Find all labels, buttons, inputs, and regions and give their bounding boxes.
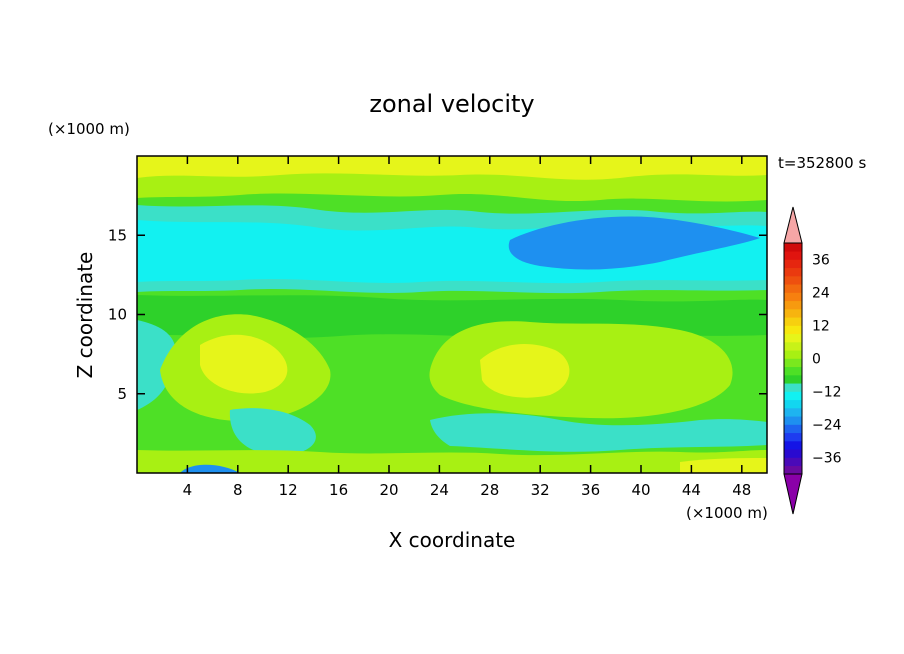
x-tick-label: 36	[581, 481, 600, 499]
colorbar-swatch	[784, 284, 802, 293]
colorbar-swatch	[784, 300, 802, 310]
contour-field	[137, 156, 767, 473]
colorbar-swatch	[784, 441, 802, 450]
x-unit-label: (×1000 m)	[686, 504, 768, 522]
colorbar-swatch	[784, 259, 802, 269]
colorbar-swatch	[784, 366, 802, 376]
field-bottom-band	[137, 450, 767, 473]
x-axis-title: X coordinate	[389, 528, 516, 552]
colorbar-tick-label: 36	[812, 253, 830, 269]
x-tick-label: 24	[430, 481, 449, 499]
time-label: t=352800 s	[778, 154, 866, 172]
colorbar-swatch	[784, 457, 802, 467]
field-lower-cyan-right	[430, 413, 767, 452]
colorbar-swatch	[784, 350, 802, 359]
colorbar-swatch	[784, 391, 802, 401]
colorbar-swatch	[784, 309, 802, 318]
field-right-yellow	[429, 321, 733, 419]
colorbar-swatch	[784, 292, 802, 302]
x-axis-ticks: 4 8 12 16 20 24 28 32 36 40 44 48	[183, 156, 751, 499]
y-unit-label: (×1000 m)	[48, 120, 130, 138]
y-axis-ticks: 5 10 15	[108, 226, 767, 403]
field-left-cyan	[137, 320, 176, 410]
field-lower-cyan-left	[229, 408, 316, 455]
colorbar-swatch	[784, 383, 802, 392]
colorbar-swatch	[784, 325, 802, 335]
field-left-yellow-core	[200, 334, 288, 394]
colorbar-swatch	[784, 333, 802, 343]
x-tick-label: 12	[279, 481, 298, 499]
x-tick-label: 44	[682, 481, 701, 499]
colorbar-swatch	[784, 432, 802, 442]
field-blue-blob	[508, 216, 760, 270]
field-bottom-blue	[180, 464, 240, 473]
colorbar-swatch	[784, 267, 802, 277]
y-axis-title: Z coordinate	[73, 252, 97, 379]
x-tick-label: 48	[732, 481, 751, 499]
colorbar-tick-label: 0	[812, 352, 821, 368]
colorbar-tick-label: 24	[812, 286, 830, 302]
colorbar-swatch	[784, 408, 802, 417]
colorbar-swatch	[784, 399, 802, 409]
field-right-yellow-core	[480, 344, 570, 398]
colorbar-tick-label: −12	[812, 385, 842, 401]
colorbar-tick-label: −24	[812, 418, 842, 434]
chart-title: zonal velocity	[369, 90, 534, 118]
colorbar-tick-label: 12	[812, 319, 830, 335]
colorbar-swatch	[784, 251, 802, 260]
x-tick-label: 28	[480, 481, 499, 499]
colorbar-swatch	[784, 375, 802, 384]
field-top-yellow	[137, 156, 767, 180]
colorbar-extend-min	[783, 473, 803, 515]
colorbar-swatch	[784, 449, 802, 458]
x-tick-label: 16	[329, 481, 348, 499]
colorbar-swatch	[784, 342, 802, 351]
colorbar-swatch	[784, 317, 802, 326]
y-tick-label: 5	[117, 385, 127, 403]
colorbar-swatch	[784, 243, 802, 252]
colorbar: 36 24 12 0 −12 −24 −36	[783, 206, 842, 515]
x-tick-label: 20	[379, 481, 398, 499]
colorbar-swatch	[784, 424, 802, 434]
colorbar-tick-label: −36	[812, 451, 842, 467]
colorbar-swatch	[784, 276, 802, 285]
y-tick-label: 10	[108, 306, 127, 324]
colorbar-frame	[783, 242, 803, 475]
x-tick-label: 4	[183, 481, 193, 499]
x-tick-label: 32	[531, 481, 550, 499]
field-bottom-yellow	[680, 458, 767, 473]
x-tick-label: 40	[631, 481, 650, 499]
y-tick-label: 15	[108, 226, 127, 244]
x-tick-label: 8	[233, 481, 243, 499]
colorbar-swatch	[784, 416, 802, 425]
colorbar-swatch	[784, 358, 802, 368]
colorbar-swatch	[784, 465, 802, 475]
colorbar-extend-max	[783, 206, 803, 244]
